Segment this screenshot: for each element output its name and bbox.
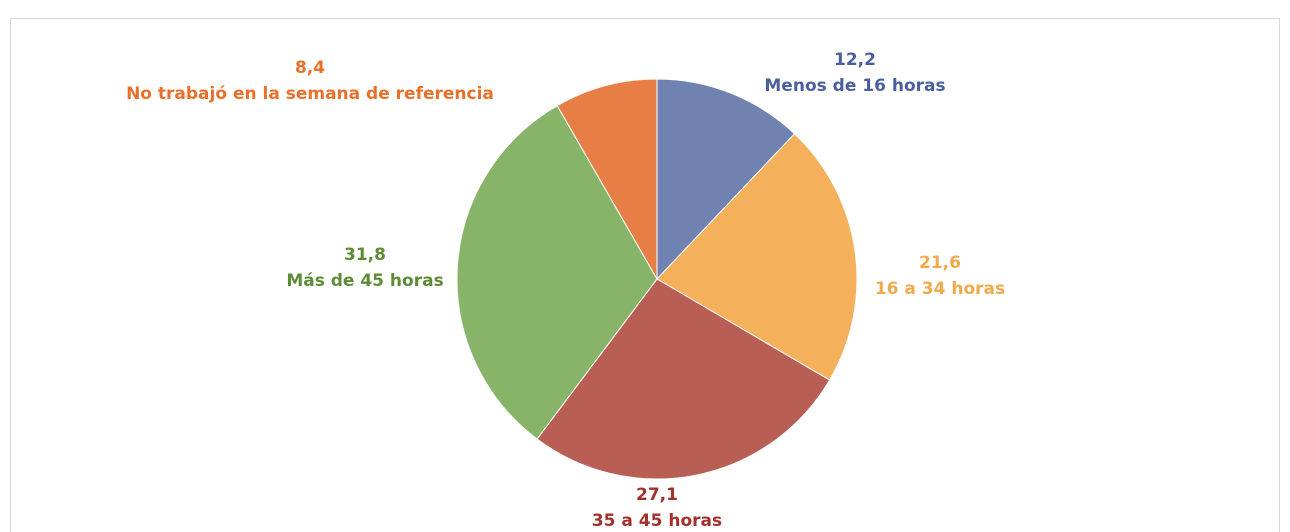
data-label: 27,1 [636, 485, 678, 505]
pie-slice [656, 133, 858, 381]
pie-slice [656, 78, 796, 281]
category-label: No trabajó en la semana de referencia [126, 84, 494, 104]
data-label: 21,6 [919, 253, 961, 273]
category-label: Más de 45 horas [286, 271, 443, 291]
pie-slice [536, 278, 831, 480]
data-label: 31,8 [344, 245, 386, 265]
pie-slice [456, 104, 658, 440]
pie-slice [556, 78, 658, 281]
category-label: Menos de 16 horas [764, 76, 945, 96]
category-label: 35 a 45 horas [592, 511, 722, 531]
data-label: 8,4 [295, 58, 325, 78]
category-label: 16 a 34 horas [875, 279, 1005, 299]
data-label: 12,2 [834, 50, 876, 70]
